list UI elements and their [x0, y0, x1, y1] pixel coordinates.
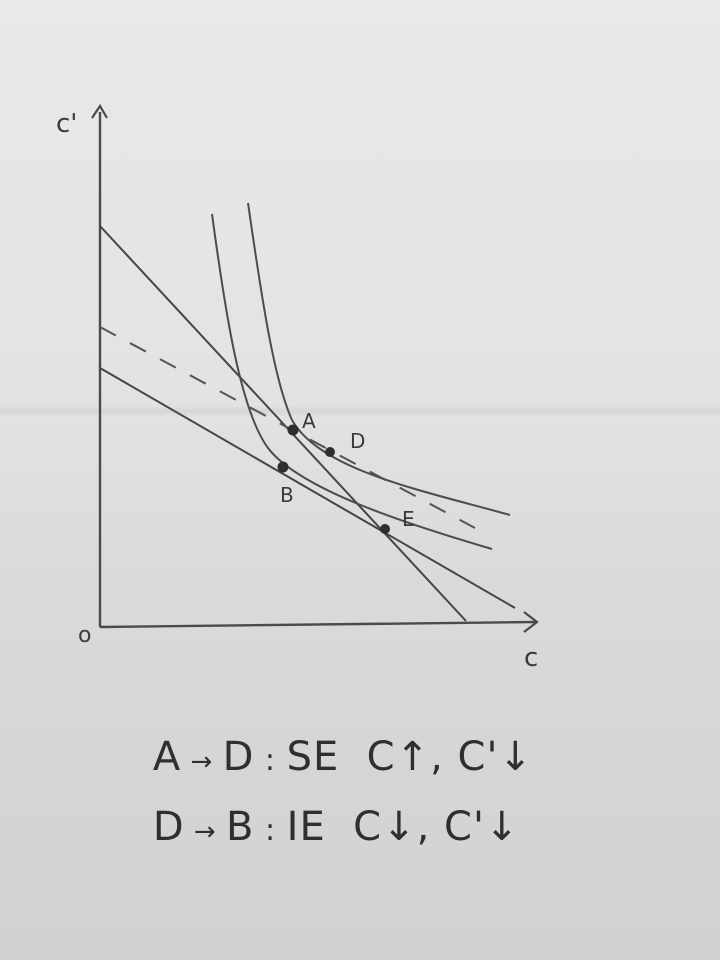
note-income: D → B : IE C↓, C'↓: [98, 758, 519, 896]
note-substitution: A → D : SE C↑, C'↓: [98, 688, 533, 826]
arrow-icon: →: [181, 747, 223, 777]
point-A: [287, 424, 299, 436]
x-axis: [99, 620, 536, 629]
budget-line-dashed: [99, 326, 476, 529]
note1-from: A: [152, 734, 182, 780]
point-E: [380, 524, 390, 534]
note1-changes: C↑, C'↓: [366, 734, 533, 780]
label-D: D: [350, 429, 365, 453]
point-B: [277, 461, 289, 473]
budget-line-shallow: [99, 367, 516, 609]
x-axis-arrow: [523, 611, 539, 633]
label-B: B: [280, 483, 294, 507]
note2-to: B: [226, 804, 255, 850]
y-axis-arrow: [91, 103, 108, 119]
note1-effect: SE: [286, 734, 340, 780]
label-E: E: [402, 507, 415, 531]
y-axis-label: c': [56, 109, 77, 139]
colon: :: [254, 743, 287, 778]
note2-changes: C↓, C'↓: [353, 804, 520, 850]
note2-from: D: [152, 804, 185, 850]
indifference-curve-low: [211, 213, 493, 550]
budget-line-steep: [99, 225, 467, 622]
point-D: [325, 447, 335, 457]
note2-effect: IE: [286, 804, 326, 850]
colon: :: [254, 813, 287, 848]
indifference-curve-high: [247, 202, 511, 516]
arrow-icon: →: [184, 817, 226, 847]
origin-label: o: [78, 623, 91, 648]
label-A: A: [302, 409, 316, 433]
x-axis-label: c: [524, 643, 538, 673]
note1-to: D: [222, 734, 255, 780]
